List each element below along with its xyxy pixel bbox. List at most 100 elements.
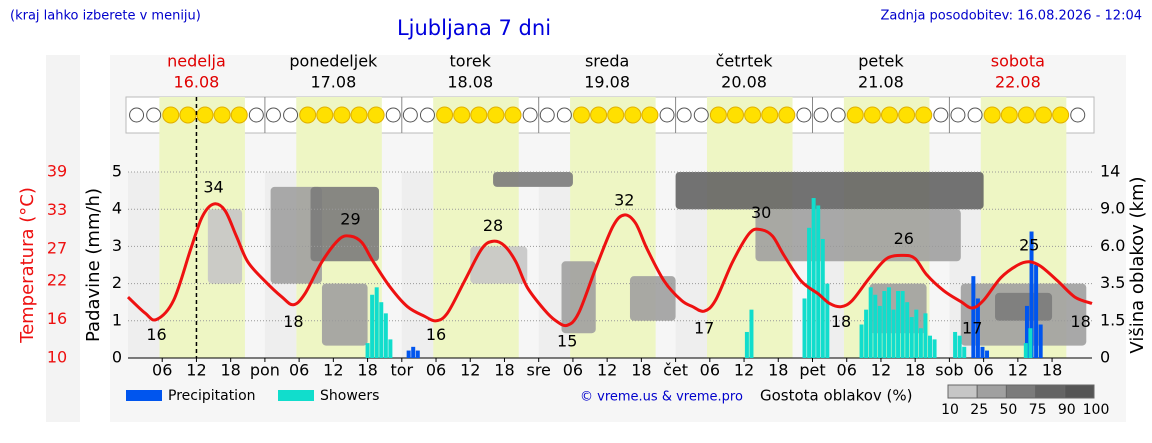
weather-icon bbox=[453, 106, 471, 124]
temp-tick-label: 33 bbox=[47, 200, 67, 219]
y2-tick-label: 9.0 bbox=[1100, 199, 1125, 218]
night-band bbox=[401, 172, 434, 358]
bar bbox=[873, 294, 878, 358]
x-tick-label: 06 bbox=[426, 361, 446, 380]
bar bbox=[962, 346, 967, 358]
bar bbox=[953, 331, 958, 358]
bar bbox=[411, 346, 416, 358]
weather-icon bbox=[624, 106, 642, 124]
bar bbox=[415, 350, 420, 358]
x-tick-label: 18 bbox=[631, 361, 651, 380]
temp-label: 25 bbox=[1019, 235, 1039, 254]
y2-tick-label: 0 bbox=[1100, 348, 1110, 367]
bar bbox=[811, 198, 816, 358]
y2-tick-label: 6.0 bbox=[1100, 236, 1125, 255]
weather-icon bbox=[590, 106, 608, 124]
cloud-block bbox=[755, 209, 961, 262]
x-tick-label: pon bbox=[250, 361, 280, 380]
bar bbox=[749, 309, 754, 358]
density-label: 50 bbox=[999, 402, 1017, 418]
day-date: 19.08 bbox=[584, 73, 630, 92]
density-label: 25 bbox=[970, 402, 988, 418]
bar bbox=[802, 298, 807, 358]
weather-icon bbox=[813, 107, 829, 123]
x-tick-label: 06 bbox=[700, 361, 720, 380]
weather-icon bbox=[146, 107, 162, 123]
temp-label: 17 bbox=[962, 319, 982, 338]
bar bbox=[1024, 305, 1029, 358]
x-tick-label: 06 bbox=[973, 361, 993, 380]
day-name: petek bbox=[858, 52, 904, 71]
density-title: Gostota oblakov (%) bbox=[760, 387, 913, 405]
density-swatch bbox=[976, 384, 1007, 399]
legend-label: Precipitation bbox=[168, 388, 256, 404]
bar bbox=[932, 339, 937, 358]
weather-icon bbox=[162, 106, 180, 124]
x-tick-label: 12 bbox=[871, 361, 891, 380]
legend-swatch bbox=[278, 390, 314, 401]
bar bbox=[905, 302, 910, 358]
weather-icon bbox=[283, 107, 299, 123]
weather-icon bbox=[933, 107, 949, 123]
weather-icon bbox=[830, 107, 846, 123]
weather-icon bbox=[213, 106, 231, 124]
weather-icon bbox=[419, 107, 435, 123]
cloud-block bbox=[561, 261, 596, 334]
bar bbox=[744, 331, 749, 358]
weather-icon bbox=[761, 106, 779, 124]
header-left: (kraj lahko izberete v meniju) bbox=[10, 9, 201, 24]
weather-icon bbox=[179, 106, 197, 124]
y-axis-title: Padavine (mm/h) bbox=[83, 188, 104, 342]
left-panel bbox=[46, 55, 80, 422]
x-tick-label: sre bbox=[526, 361, 550, 380]
bar bbox=[825, 283, 830, 358]
weather-icon bbox=[744, 106, 762, 124]
temp-label: 15 bbox=[557, 331, 577, 350]
y-tick-label: 4 bbox=[112, 199, 122, 218]
x-tick-label: tor bbox=[390, 361, 413, 380]
bar bbox=[918, 328, 923, 358]
x-tick-label: 18 bbox=[220, 361, 240, 380]
temp-tick-label: 39 bbox=[47, 162, 67, 181]
temp-axis-title: Temperatura (°C) bbox=[17, 187, 38, 344]
y2-tick-label: 1.5 bbox=[1100, 310, 1125, 329]
temp-tick-label: 22 bbox=[47, 271, 67, 290]
bar bbox=[886, 287, 891, 358]
weather-icon bbox=[641, 106, 659, 124]
bar bbox=[383, 313, 388, 358]
cloud-block bbox=[675, 172, 984, 210]
day-name: nedelja bbox=[167, 52, 226, 71]
bar bbox=[877, 305, 882, 358]
bar bbox=[957, 335, 962, 358]
bar bbox=[1038, 324, 1043, 358]
bar bbox=[1028, 328, 1033, 358]
bar bbox=[374, 287, 379, 358]
temp-tick-label: 10 bbox=[47, 348, 67, 367]
day-name: sreda bbox=[585, 52, 629, 71]
y2-tick-label: 14 bbox=[1100, 162, 1120, 181]
chart-title: Ljubljana 7 dni bbox=[397, 16, 551, 40]
x-tick-label: 18 bbox=[494, 361, 514, 380]
temp-label: 26 bbox=[894, 229, 914, 248]
y2-tick-label: 3.5 bbox=[1100, 273, 1125, 292]
bar bbox=[891, 309, 896, 358]
x-tick-label: 06 bbox=[563, 361, 583, 380]
x-tick-label: 12 bbox=[1008, 361, 1028, 380]
cloud-block bbox=[270, 186, 322, 284]
cloud-block bbox=[995, 292, 1053, 321]
weather-icon bbox=[1000, 106, 1018, 124]
x-tick-label: 18 bbox=[1042, 361, 1062, 380]
x-tick-label: 12 bbox=[186, 361, 206, 380]
bar bbox=[807, 227, 812, 358]
weather-icon bbox=[436, 106, 454, 124]
bar bbox=[859, 324, 864, 358]
bar bbox=[975, 298, 980, 358]
weather-icon bbox=[470, 106, 488, 124]
weather-icon bbox=[676, 107, 692, 123]
x-tick-label: 06 bbox=[837, 361, 857, 380]
copyright: © vreme.us & vreme.pro bbox=[580, 390, 743, 405]
weather-icon bbox=[915, 106, 933, 124]
weather-icon bbox=[709, 106, 727, 124]
weather-icon bbox=[659, 107, 675, 123]
